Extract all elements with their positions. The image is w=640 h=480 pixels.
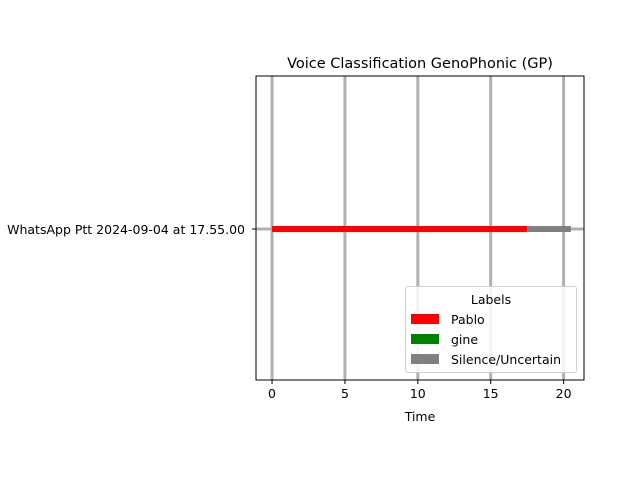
legend-item-pablo: Pablo bbox=[411, 309, 576, 329]
legend-swatch-silence bbox=[411, 354, 439, 364]
legend-swatch-pablo bbox=[411, 314, 439, 324]
legend-item-silence: Silence/Uncertain bbox=[411, 349, 576, 369]
chart-title: Voice Classification GenoPhonic (GP) bbox=[287, 56, 553, 72]
legend-swatch-gine bbox=[411, 334, 439, 344]
x-tick-label: 0 bbox=[268, 386, 276, 401]
legend-item-gine: gine bbox=[411, 329, 576, 349]
legend-label-pablo: Pablo bbox=[451, 311, 485, 327]
x-tick-label: 5 bbox=[341, 386, 349, 401]
x-tick-label: 15 bbox=[483, 386, 499, 401]
legend-label-silence: Silence/Uncertain bbox=[451, 351, 561, 367]
x-tick-label: 10 bbox=[410, 386, 426, 401]
x-axis-label: Time bbox=[404, 409, 436, 424]
plot-frame bbox=[255, 75, 585, 381]
x-tick-label: 20 bbox=[556, 386, 572, 401]
y-category-label: WhatsApp Ptt 2024-09-04 at 17.55.00 bbox=[7, 222, 245, 237]
legend-label-gine: gine bbox=[451, 331, 479, 347]
legend: Labels Pablo gine Silence/Uncertain bbox=[405, 286, 577, 373]
legend-title: Labels bbox=[470, 292, 512, 307]
